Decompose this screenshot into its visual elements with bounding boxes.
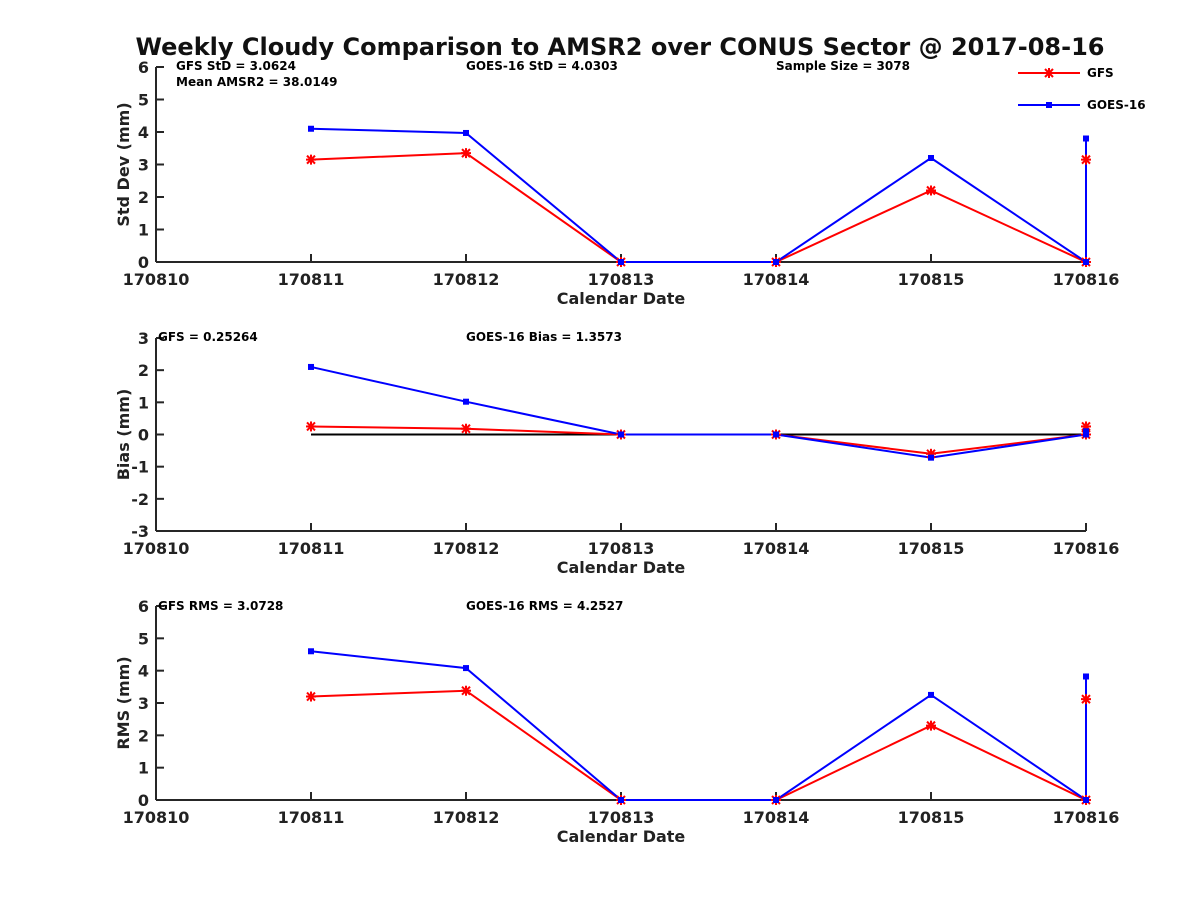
legend: GFS GOES-16 — [1018, 66, 1146, 112]
y-tick-label: 4 — [138, 123, 149, 142]
goes16-point-1-6 — [1083, 428, 1089, 435]
stat-annotation: GFS StD = 3.0624 — [176, 59, 296, 73]
x-axis-label: Calendar Date — [557, 827, 686, 846]
x-tick-label: 170811 — [278, 270, 345, 289]
y-tick-label: 1 — [138, 221, 149, 240]
y-tick-label: -1 — [131, 458, 149, 477]
x-tick-label: 170814 — [743, 270, 810, 289]
x-tick-label: 170811 — [278, 808, 345, 827]
x-tick-label: 170811 — [278, 539, 345, 558]
stat-annotation: GOES-16 RMS = 4.2527 — [466, 599, 623, 613]
goes16-point-1-4 — [928, 454, 934, 461]
x-tick-label: 170813 — [588, 270, 655, 289]
y-tick-label: 2 — [138, 188, 149, 207]
stat-annotation: GOES-16 Bias = 1.3573 — [466, 330, 622, 344]
gfs-point-0-4 — [926, 185, 936, 196]
goes16-point-2-4 — [928, 691, 934, 698]
goes16-point-0-3 — [773, 259, 779, 265]
y-tick-label: 1 — [138, 393, 149, 412]
gfs-point-1-0 — [306, 421, 316, 432]
x-tick-label: 170815 — [898, 808, 965, 827]
goes16-point-0-2 — [618, 259, 624, 265]
x-tick-label: 170814 — [743, 539, 810, 558]
stat-annotation: Sample Size = 3078 — [776, 59, 910, 73]
goes16-point-1-0 — [308, 363, 314, 370]
gfs-point-0-6 — [1081, 154, 1091, 165]
y-tick-label: 0 — [138, 791, 149, 810]
x-tick-label: 170810 — [123, 808, 190, 827]
y-tick-label: 5 — [138, 91, 149, 110]
x-tick-label: 170816 — [1053, 808, 1120, 827]
gfs-point-2-1 — [461, 685, 471, 696]
panel-rms: 0 1 2 3 4 5 6 170810 170811 170812 170813 170814 170… — [114, 597, 1119, 846]
x-tick-label: 170816 — [1053, 539, 1120, 558]
y-tick-label: -2 — [131, 490, 149, 509]
y-tick-label: 3 — [138, 694, 149, 713]
y-tick-label: 6 — [138, 58, 149, 77]
goes16-point-0-5 — [1083, 259, 1089, 265]
y-axis-label: Bias (mm) — [114, 389, 133, 481]
x-tick-label: 170815 — [898, 539, 965, 558]
goes16-point-1-1 — [463, 398, 469, 405]
y-axis-label: RMS (mm) — [114, 656, 133, 749]
legend-gfs-marker — [1044, 68, 1054, 78]
x-tick-label: 170810 — [123, 539, 190, 558]
goes16-point-1-3 — [773, 431, 779, 438]
goes16-point-2-1 — [463, 665, 469, 672]
stat-annotation: GFS = 0.25264 — [158, 330, 258, 344]
x-tick-label: 170810 — [123, 270, 190, 289]
goes16-point-0-4 — [928, 155, 934, 161]
goes16-point-1-5 — [1083, 431, 1089, 438]
stat-annotation: GFS RMS = 3.0728 — [158, 599, 283, 613]
x-tick-label: 170812 — [433, 539, 500, 558]
stat-annotation: GOES-16 StD = 4.0303 — [466, 59, 618, 73]
y-tick-label: 0 — [138, 426, 149, 445]
goes16-point-2-0 — [308, 648, 314, 655]
x-tick-label: 170812 — [433, 270, 500, 289]
goes16-point-2-6 — [1083, 673, 1089, 680]
goes16-point-0-6 — [1083, 135, 1089, 142]
y-tick-label: 2 — [138, 361, 149, 380]
stat-annotation: Mean AMSR2 = 38.0149 — [176, 75, 337, 89]
x-tick-label: 170813 — [588, 539, 655, 558]
y-tick-label: 3 — [138, 156, 149, 175]
y-tick-label: 4 — [138, 662, 149, 681]
goes16-point-0-0 — [308, 125, 314, 132]
x-tick-label: 170813 — [588, 808, 655, 827]
goes16-point-2-5 — [1083, 797, 1089, 803]
y-tick-label: 0 — [138, 253, 149, 272]
legend-goes16-label: GOES-16 — [1087, 98, 1146, 112]
y-tick-label: 6 — [138, 597, 149, 616]
y-tick-label: 5 — [138, 629, 149, 648]
x-tick-label: 170816 — [1053, 270, 1120, 289]
gfs-point-2-4 — [926, 720, 936, 731]
gfs-point-0-1 — [461, 148, 471, 159]
goes16-point-1-2 — [618, 431, 624, 438]
x-tick-label: 170814 — [743, 808, 810, 827]
gfs-point-0-0 — [306, 154, 316, 165]
gfs-point-2-6 — [1081, 694, 1091, 705]
y-tick-label: 1 — [138, 759, 149, 778]
goes16-point-2-3 — [773, 797, 779, 803]
goes16-point-0-1 — [463, 129, 469, 136]
legend-gfs-label: GFS — [1087, 66, 1114, 80]
y-tick-label: 2 — [138, 726, 149, 745]
y-tick-label: 3 — [138, 329, 149, 348]
x-axis-label: Calendar Date — [557, 558, 686, 577]
panel-std-dev: 0 1 2 3 4 5 6 170810 170811 170812 170813 170814 170… — [114, 58, 1119, 308]
x-axis-label: Calendar Date — [557, 289, 686, 308]
y-axis-label: Std Dev (mm) — [114, 102, 133, 226]
legend-goes16-marker — [1046, 102, 1052, 108]
y-tick-label: -3 — [131, 522, 149, 541]
x-tick-label: 170815 — [898, 270, 965, 289]
gfs-point-1-1 — [461, 423, 471, 434]
goes16-point-2-2 — [618, 797, 624, 803]
panel-bias: -3 -2 -1 0 1 2 3 170810 170811 170812 170813 170814… — [114, 329, 1119, 577]
chart-title: Weekly Cloudy Comparison to AMSR2 over C… — [136, 33, 1105, 61]
gfs-point-2-0 — [306, 691, 316, 702]
x-tick-label: 170812 — [433, 808, 500, 827]
